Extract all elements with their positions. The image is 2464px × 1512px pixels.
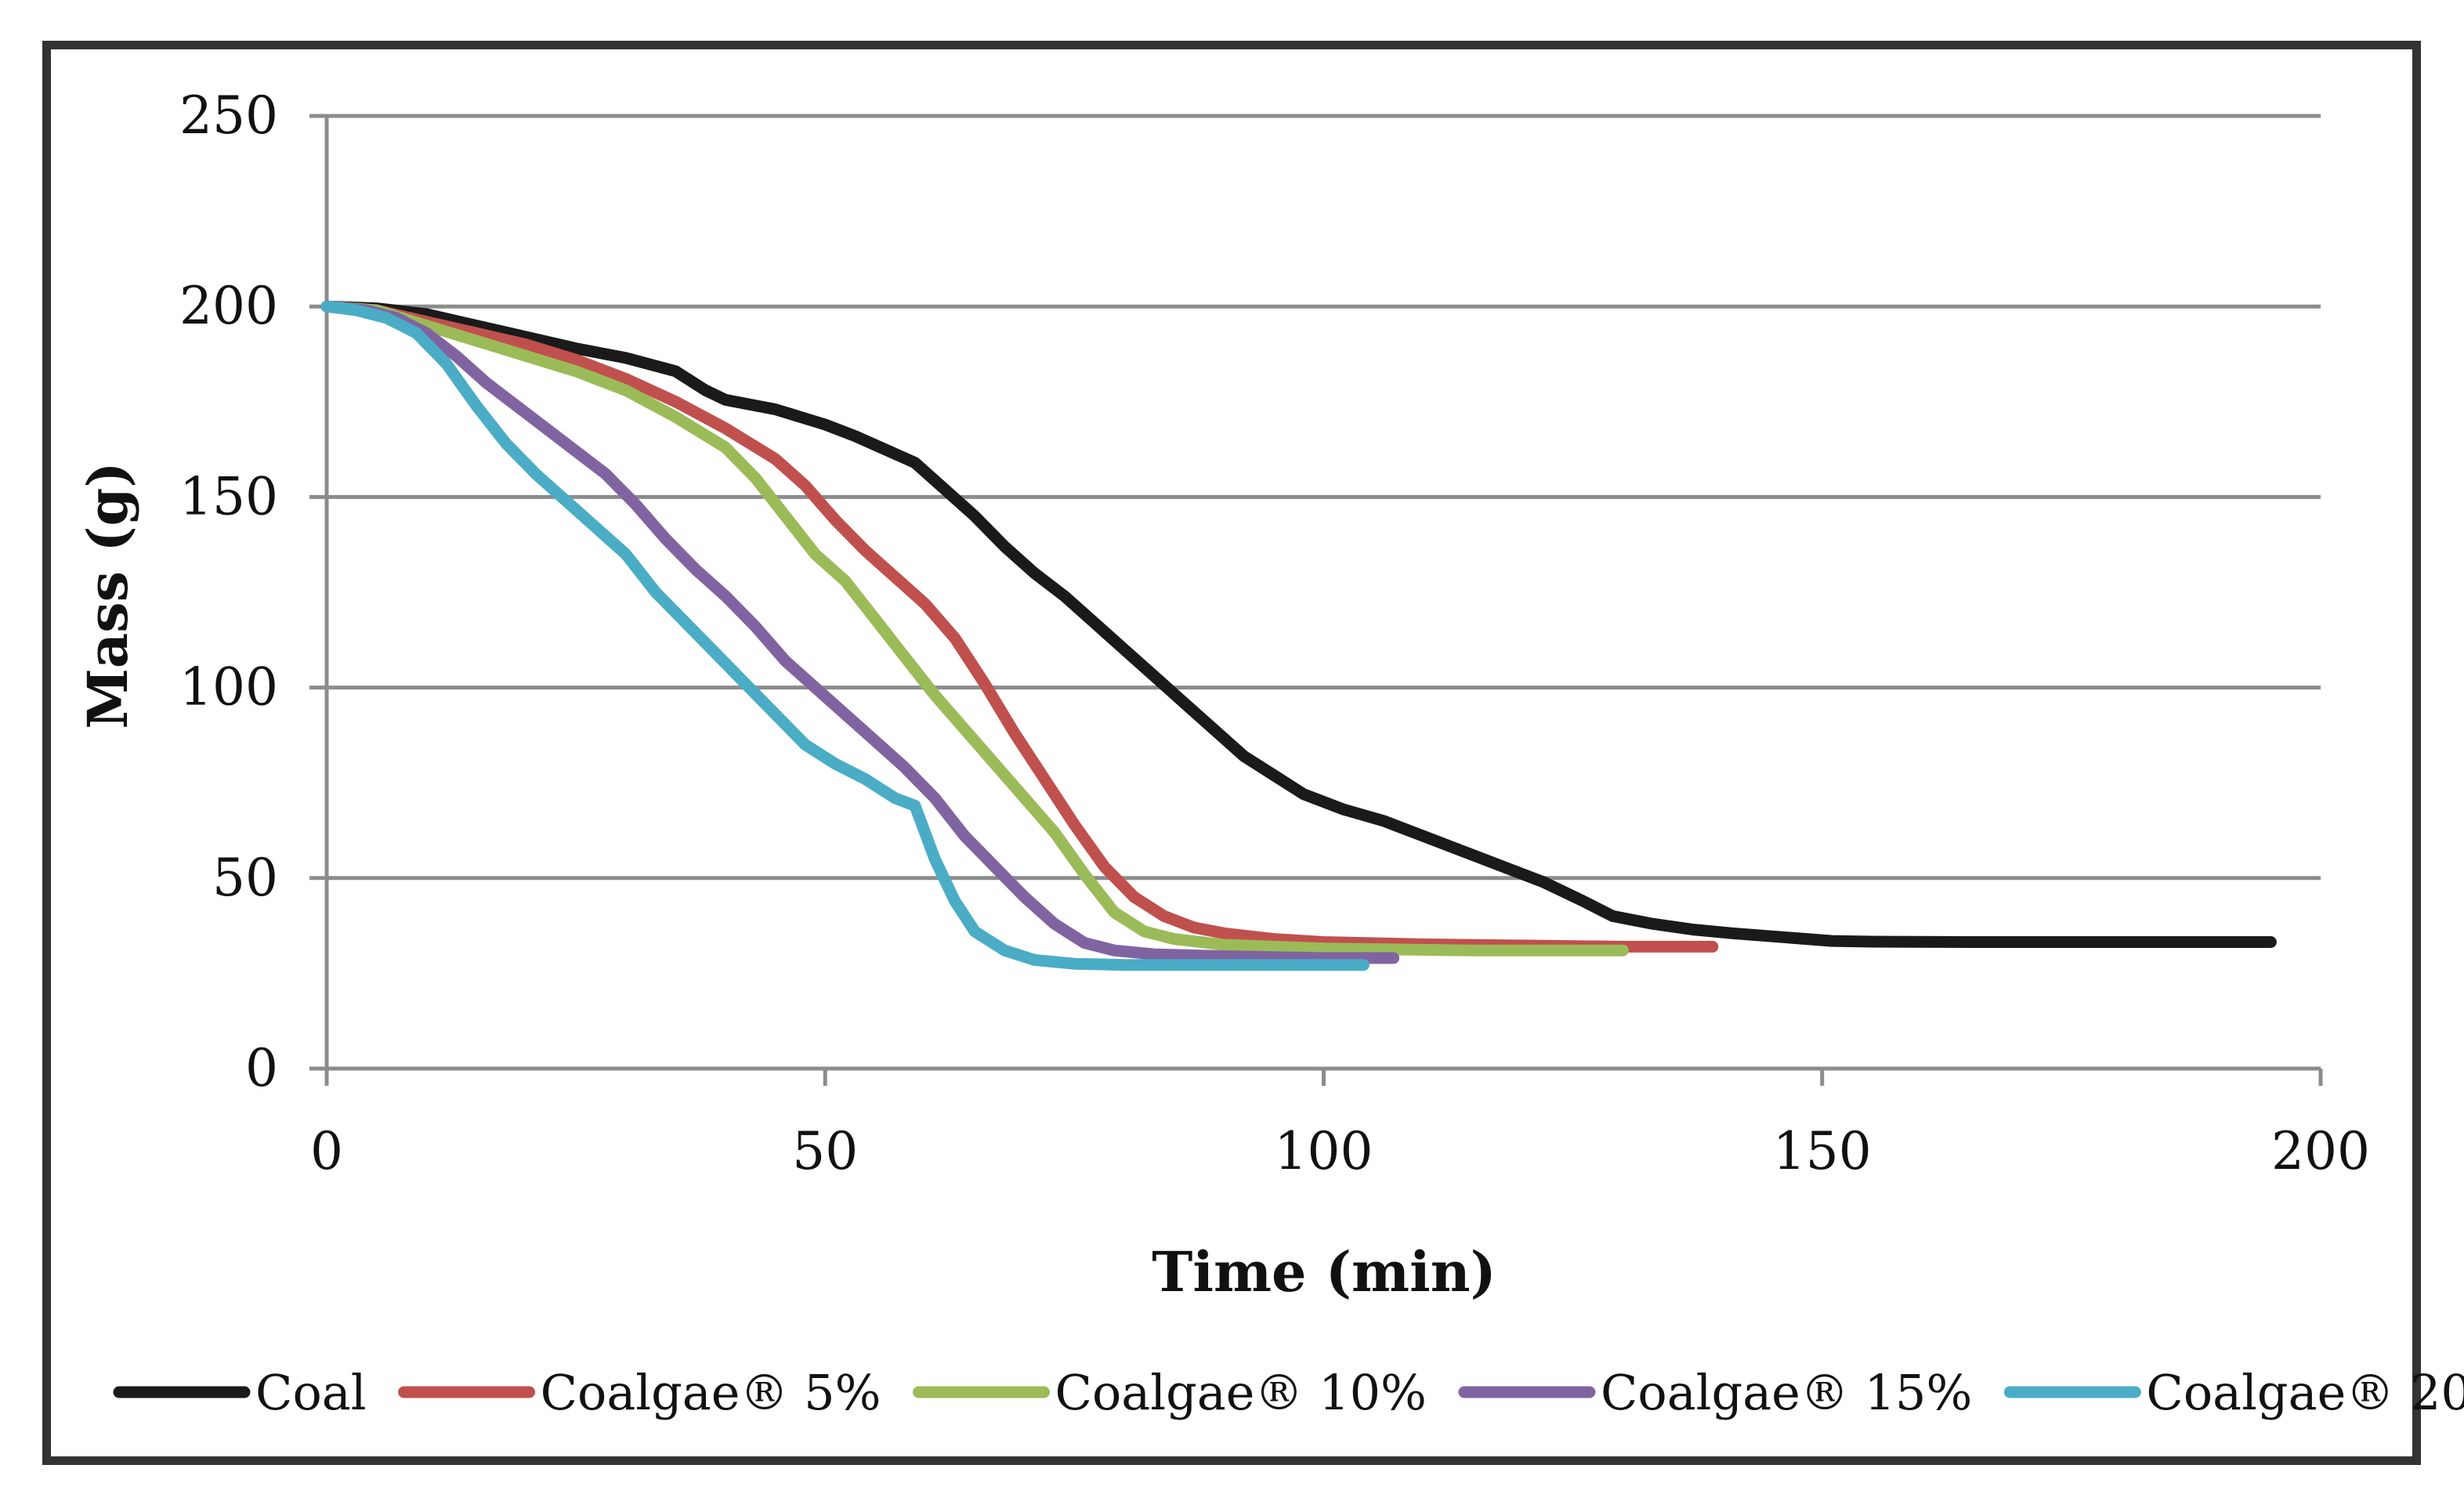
series-lines xyxy=(320,300,2277,971)
y-tick-label: 50 xyxy=(212,848,278,908)
y-axis-title: Mass (g) xyxy=(75,461,140,729)
x-tick-label: 150 xyxy=(1773,1121,1872,1181)
y-tick-label: 0 xyxy=(245,1038,278,1098)
legend-item: Coalgae® 15% xyxy=(1458,1364,1972,1421)
y-tick-label: 150 xyxy=(179,466,278,526)
x-tick-label: 0 xyxy=(310,1121,343,1181)
legend: Coal Coalgae® 5% Coalgae® 10% Coalgae® 15% C… xyxy=(113,1364,2464,1421)
series-line-4 xyxy=(320,300,1369,971)
series-line-3 xyxy=(320,300,1400,964)
x-tick-label: 100 xyxy=(1275,1121,1373,1181)
legend-item: Coalgae® 5% xyxy=(398,1364,881,1421)
legend-item: Coal xyxy=(113,1364,367,1421)
tick-labels: 0 50 100 150 200 250 0 50 100 150 200 xyxy=(179,85,2370,1181)
y-tick-label: 250 xyxy=(179,85,278,146)
legend-item: Coalgae® 10% xyxy=(913,1364,1427,1421)
y-tick-label: 200 xyxy=(179,276,278,336)
legend-label: Coalgae® 20% xyxy=(2146,1364,2464,1421)
series-line-1 xyxy=(320,300,1719,953)
legend-label: Coalgae® 5% xyxy=(541,1364,881,1421)
x-tick-label: 200 xyxy=(2271,1121,2370,1181)
axes xyxy=(309,114,2323,1086)
legend-item: Coalgae® 20% xyxy=(2003,1364,2464,1421)
y-tick-label: 100 xyxy=(179,657,278,718)
x-axis-title: Time (min) xyxy=(1152,1239,1496,1304)
legend-label: Coal xyxy=(255,1364,367,1421)
legend-label: Coalgae® 10% xyxy=(1055,1364,1427,1421)
series-line-2 xyxy=(320,300,1629,957)
x-tick-label: 50 xyxy=(792,1121,858,1181)
series-line-0 xyxy=(320,300,2277,948)
gridlines xyxy=(327,114,2321,881)
legend-label: Coalgae® 15% xyxy=(1601,1364,1972,1421)
